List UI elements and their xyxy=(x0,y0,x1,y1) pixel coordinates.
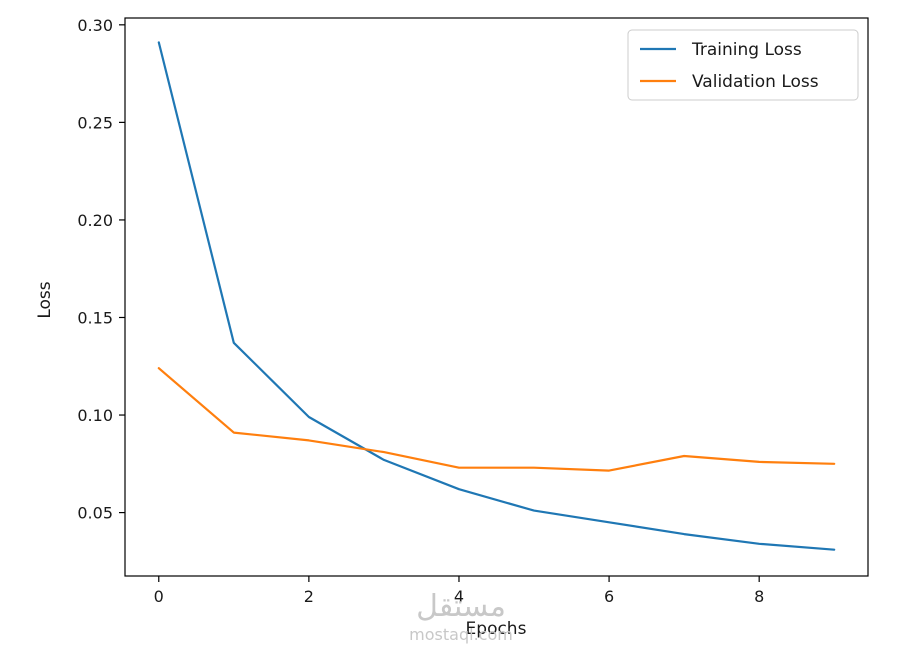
series-line-validation-loss xyxy=(157,367,836,472)
y-tick-label: 0.10 xyxy=(77,406,113,425)
ticks-layer: 0 2 4 6 8 0.05 0.10 0.15 0.20 0.25 0.30 xyxy=(77,16,764,606)
y-tick-label: 0.05 xyxy=(77,504,113,523)
watermark: مستقل mostaql.com xyxy=(409,589,513,644)
legend-entry-label: Training Loss xyxy=(691,40,802,60)
x-axis-label: Epochs xyxy=(466,619,527,639)
legend: Training Loss Validation Loss xyxy=(627,29,859,101)
x-tick-label: 8 xyxy=(754,587,764,606)
watermark-arabic: مستقل xyxy=(416,589,506,624)
y-axis-label: Loss xyxy=(35,281,55,318)
series-layer xyxy=(157,41,836,551)
watermark-latin: mostaql.com xyxy=(409,625,513,644)
y-tick-label: 0.30 xyxy=(77,16,113,35)
y-tick-label: 0.15 xyxy=(77,308,113,327)
series-line-training-loss xyxy=(157,41,836,551)
y-tick-label: 0.20 xyxy=(77,211,113,230)
y-tick-label: 0.25 xyxy=(77,113,113,132)
x-tick-label: 2 xyxy=(304,587,314,606)
plot-area xyxy=(124,17,869,577)
legend-box xyxy=(627,29,859,101)
x-tick-label: 6 xyxy=(604,587,614,606)
plot-frame xyxy=(124,17,869,577)
x-tick-label: 4 xyxy=(454,587,464,606)
legend-entry-label: Validation Loss xyxy=(692,72,819,92)
x-tick-label: 0 xyxy=(154,587,164,606)
